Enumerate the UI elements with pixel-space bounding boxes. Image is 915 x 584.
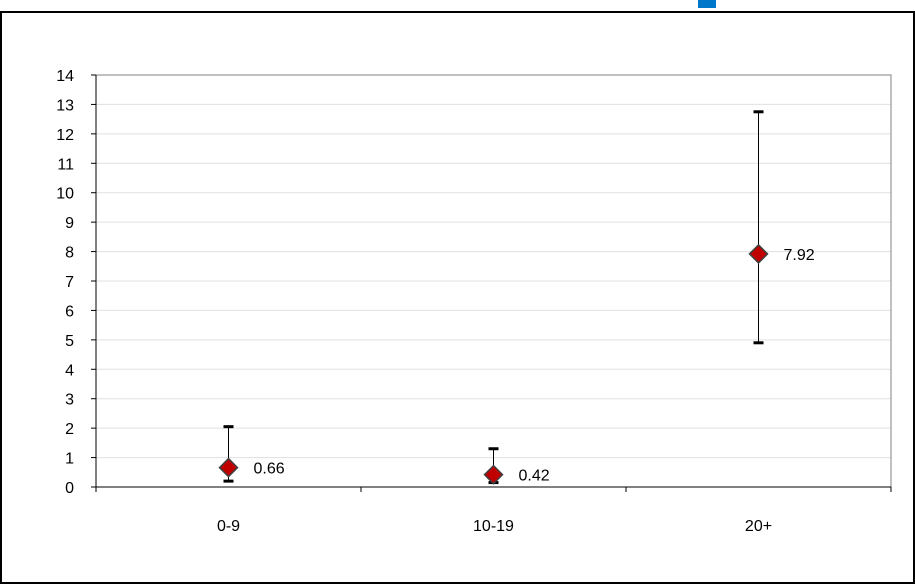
y-tick-label: 5 bbox=[65, 333, 74, 350]
y-tick-label: 6 bbox=[65, 303, 74, 320]
y-tick-label: 1 bbox=[65, 451, 74, 468]
data-label: 0.66 bbox=[254, 461, 285, 478]
y-tick-label: 3 bbox=[65, 392, 74, 409]
y-tick-label: 7 bbox=[65, 274, 74, 291]
data-label: 0.42 bbox=[519, 468, 550, 485]
y-tick-label: 8 bbox=[65, 245, 74, 262]
y-tick-label: 4 bbox=[65, 362, 74, 379]
chart-outer-border bbox=[0, 11, 915, 584]
y-tick-label: 10 bbox=[56, 186, 74, 203]
data-label: 7.92 bbox=[784, 247, 815, 264]
x-tick-label: 0-9 bbox=[217, 518, 240, 535]
top-accent-mark bbox=[698, 0, 716, 8]
x-tick-label: 10-19 bbox=[473, 518, 514, 535]
data-point-diamond bbox=[483, 464, 504, 485]
y-tick-label: 14 bbox=[56, 68, 74, 85]
y-tick-label: 2 bbox=[65, 421, 74, 438]
x-tick-label: 20+ bbox=[745, 518, 772, 535]
y-tick-label: 12 bbox=[56, 127, 74, 144]
y-tick-label: 9 bbox=[65, 215, 74, 232]
y-tick-label: 13 bbox=[56, 97, 74, 114]
y-tick-label: 0 bbox=[65, 480, 74, 497]
data-point-diamond bbox=[748, 243, 769, 264]
y-tick-label: 11 bbox=[57, 156, 74, 173]
data-point-diamond bbox=[218, 457, 239, 478]
